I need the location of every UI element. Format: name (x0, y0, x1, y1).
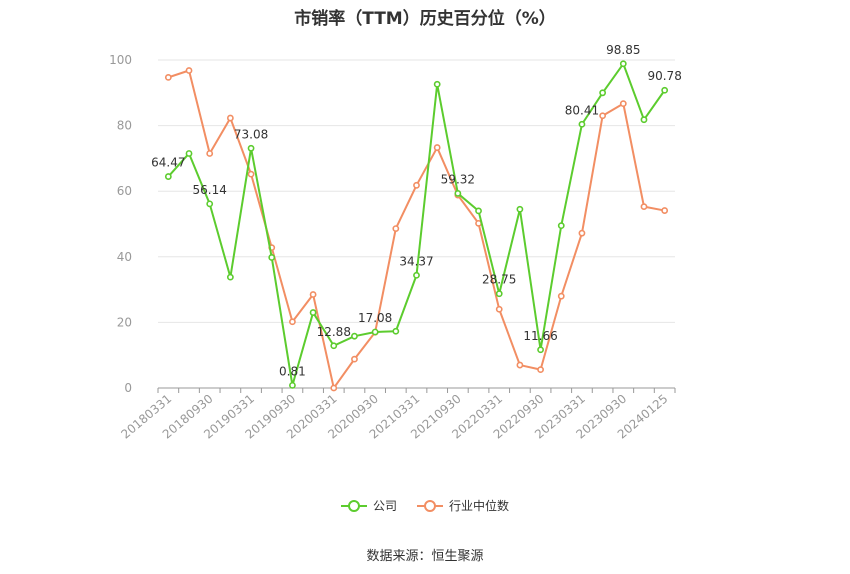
industry-point (433, 144, 441, 151)
data-label: 17.08 (358, 311, 392, 325)
data-label: 73.08 (234, 127, 268, 141)
company-point (661, 86, 669, 94)
company-point (247, 144, 255, 152)
data-label: 80.41 (565, 103, 599, 117)
industry-point (516, 361, 524, 369)
industry-point (164, 73, 172, 81)
company-point (495, 290, 503, 298)
industry-point (599, 112, 607, 120)
legend-company-swatch-icon (340, 499, 367, 513)
industry-point (578, 229, 586, 237)
data-label: 28.75 (482, 273, 516, 287)
y-tick-label: 40 (117, 250, 132, 264)
data-label: 59.32 (441, 172, 475, 186)
industry-point (289, 318, 296, 326)
data-label: 11.66 (523, 329, 557, 343)
legend: 公司 行业中位数 (0, 497, 850, 514)
industry-point (392, 225, 400, 232)
data-label: 34.37 (399, 254, 433, 268)
legend-item-industry[interactable]: 行业中位数 (417, 497, 509, 514)
data-label: 0.81 (279, 364, 306, 378)
company-point (640, 116, 648, 124)
company-point (619, 60, 627, 68)
company-point (330, 342, 338, 350)
industry-point (619, 100, 627, 108)
company-point (413, 271, 420, 279)
company-point (599, 89, 607, 97)
industry-point (413, 181, 420, 189)
industry-point (351, 355, 358, 363)
industry-point (330, 384, 338, 392)
industry-point (640, 203, 648, 211)
company-point (516, 205, 524, 213)
y-tick-label: 0 (124, 381, 132, 395)
y-tick-label: 20 (117, 315, 132, 329)
industry-series-line (168, 69, 665, 389)
industry-point (185, 67, 193, 74)
legend-industry-label: 行业中位数 (449, 499, 510, 513)
industry-point (495, 305, 503, 313)
company-point (289, 381, 296, 389)
industry-point (206, 150, 214, 157)
industry-point (226, 114, 234, 122)
company-point (557, 222, 565, 230)
legend-item-company[interactable]: 公司 (340, 497, 397, 514)
y-tick-label: 80 (117, 119, 132, 133)
company-point (351, 332, 358, 340)
source-note: 数据来源：恒生聚源 (366, 549, 484, 564)
company-point (185, 150, 193, 157)
company-point (392, 327, 400, 335)
legend-company-label: 公司 (372, 499, 397, 513)
company-point (206, 200, 214, 208)
data-label: 56.14 (193, 183, 227, 197)
y-tick-label: 100 (109, 53, 132, 67)
company-point (226, 273, 234, 281)
company-point (537, 346, 544, 354)
data-label: 98.85 (606, 43, 640, 57)
industry-point (557, 292, 565, 300)
data-label: 12.88 (317, 325, 351, 339)
company-point (578, 120, 586, 128)
legend-industry-swatch-icon (417, 499, 443, 513)
company-point (454, 190, 462, 197)
industry-point (537, 366, 544, 374)
data-label-layer: 64.47 56.14 73.08 0.81 12.88 17.08 34.37 59.32 2… (151, 43, 682, 379)
series-layer (164, 60, 669, 392)
data-label: 64.47 (151, 156, 185, 170)
industry-point (247, 170, 255, 178)
company-point (433, 80, 441, 88)
company-point (268, 254, 276, 261)
company-point (309, 309, 317, 316)
industry-point (661, 207, 669, 214)
company-point (164, 173, 172, 180)
company-point (475, 207, 482, 215)
chart-title: 市销率（TTM）历史百分位（%） (294, 9, 556, 29)
data-label: 90.78 (647, 69, 681, 83)
y-tick-label: 60 (117, 184, 132, 198)
industry-point (309, 291, 317, 298)
company-point (371, 328, 379, 336)
